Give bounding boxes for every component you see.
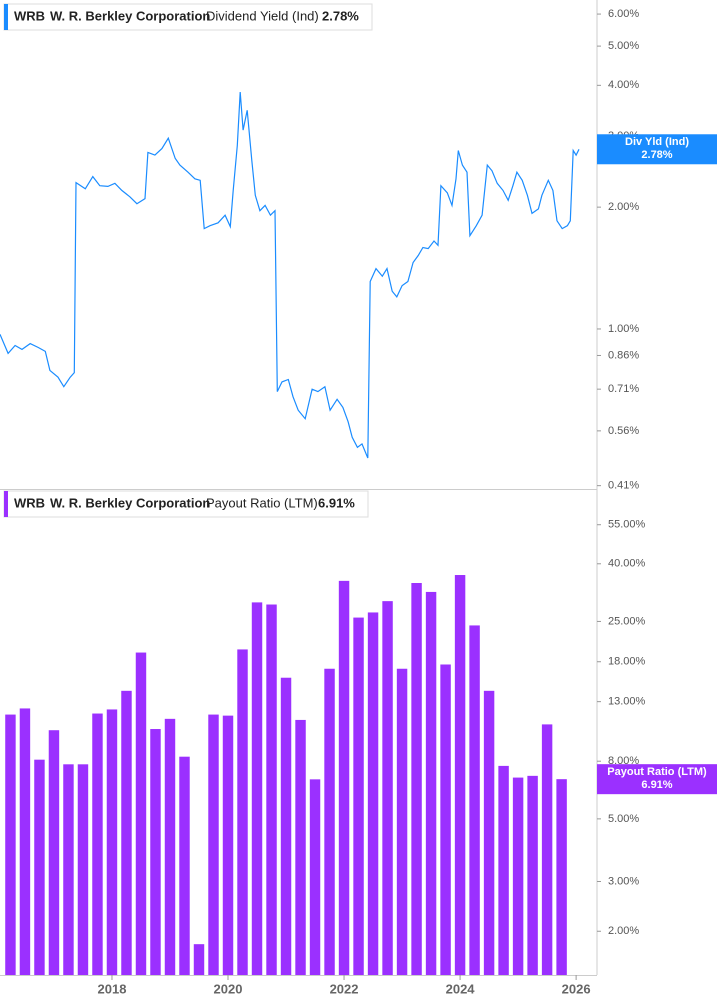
- bar: [469, 625, 480, 975]
- bar: [164, 718, 176, 975]
- badge-box: [597, 134, 717, 165]
- bar: [121, 690, 132, 975]
- bar: [396, 668, 408, 975]
- y-tick-label: 0.41%: [608, 480, 639, 492]
- bar: [34, 759, 45, 975]
- badge-name: Payout Ratio (LTM): [607, 766, 707, 778]
- y-tick-label: 4.00%: [608, 79, 639, 91]
- x-tick-label: 2022: [330, 981, 359, 996]
- y-tick-label: 18.00%: [608, 656, 646, 668]
- bar: [483, 690, 495, 975]
- y-tick-label: 0.86%: [608, 349, 639, 361]
- bar: [193, 944, 205, 975]
- metric: Dividend Yield (Ind): [206, 8, 319, 23]
- bar: [5, 714, 16, 975]
- ticker: WRB: [14, 8, 45, 23]
- bar: [237, 649, 248, 975]
- last-value-badge: Payout Ratio (LTM)6.91%: [597, 764, 717, 795]
- bar: [367, 612, 379, 975]
- panel: 6.00%5.00%4.00%3.00%2.00%1.00%0.86%0.71%…: [0, 8, 639, 492]
- bar: [48, 730, 60, 975]
- bar: [135, 652, 147, 975]
- company: W. R. Berkley Corporation: [50, 495, 210, 510]
- bar: [527, 775, 538, 975]
- metric-value: 2.78%: [322, 8, 359, 23]
- line: [0, 91, 580, 459]
- bar: [92, 713, 103, 975]
- bar: [77, 764, 89, 975]
- last-value-badge: Div Yld (Ind)2.78%: [597, 134, 717, 165]
- bar: [63, 764, 74, 975]
- company: W. R. Berkley Corporation: [50, 8, 210, 23]
- y-tick-label: 13.00%: [608, 696, 646, 708]
- x-tick-label: 2024: [446, 981, 476, 996]
- bar: [295, 719, 306, 975]
- bar: [179, 756, 190, 975]
- bar: [280, 677, 292, 975]
- bar: [353, 617, 364, 975]
- bar: [309, 779, 321, 975]
- y-tick-label: 55.00%: [608, 519, 646, 531]
- bar: [222, 715, 234, 975]
- badge-value: 2.78%: [641, 149, 672, 161]
- y-tick-label: 5.00%: [608, 40, 639, 52]
- bar: [106, 709, 118, 975]
- y-tick-label: 6.00%: [608, 8, 639, 20]
- y-tick-label: 2.00%: [608, 925, 639, 937]
- bar: [338, 580, 350, 975]
- badge-box: [597, 764, 717, 795]
- header-accent: [4, 491, 8, 517]
- y-tick-label: 0.56%: [608, 425, 639, 437]
- badge-name: Div Yld (Ind): [625, 136, 689, 148]
- y-tick-label: 0.71%: [608, 383, 639, 395]
- y-tick-label: 1.00%: [608, 323, 639, 335]
- x-tick-label: 2018: [98, 981, 127, 996]
- y-tick-label: 2.00%: [608, 201, 639, 213]
- header-accent: [4, 4, 8, 30]
- bar: [251, 602, 263, 975]
- y-tick-label: 40.00%: [608, 558, 646, 570]
- bar: [541, 724, 553, 975]
- badge-value: 6.91%: [641, 779, 672, 791]
- y-tick-label: 3.00%: [608, 875, 639, 887]
- bar: [498, 765, 509, 975]
- y-tick-label: 8.00%: [608, 755, 639, 767]
- bar: [19, 708, 31, 975]
- bar: [440, 664, 451, 975]
- bar: [411, 583, 422, 975]
- ticker: WRB: [14, 495, 45, 510]
- header: WRB W. R. Berkley Corporation Dividend Y…: [3, 3, 373, 31]
- bar: [556, 779, 567, 975]
- header: WRB W. R. Berkley Corporation Payout Rat…: [3, 490, 369, 518]
- metric: Payout Ratio (LTM): [206, 495, 318, 510]
- panel: 55.00% 40.00% 25.00% 18.00% 13.00% 8.00% 5.00%…: [5, 519, 646, 996]
- bar: [425, 591, 437, 975]
- bar: [454, 575, 466, 975]
- metric-value: 6.91%: [318, 495, 355, 510]
- x-tick-label: 2020: [214, 981, 243, 996]
- y-tick-label: 5.00%: [608, 813, 639, 825]
- x-tick-label: 2026: [562, 981, 591, 996]
- bar: [150, 729, 161, 975]
- bar: [512, 777, 524, 975]
- y-tick-label: 25.00%: [608, 615, 646, 627]
- bar: [208, 714, 219, 975]
- bar: [266, 604, 277, 975]
- bar: [324, 668, 335, 975]
- bar: [382, 601, 393, 975]
